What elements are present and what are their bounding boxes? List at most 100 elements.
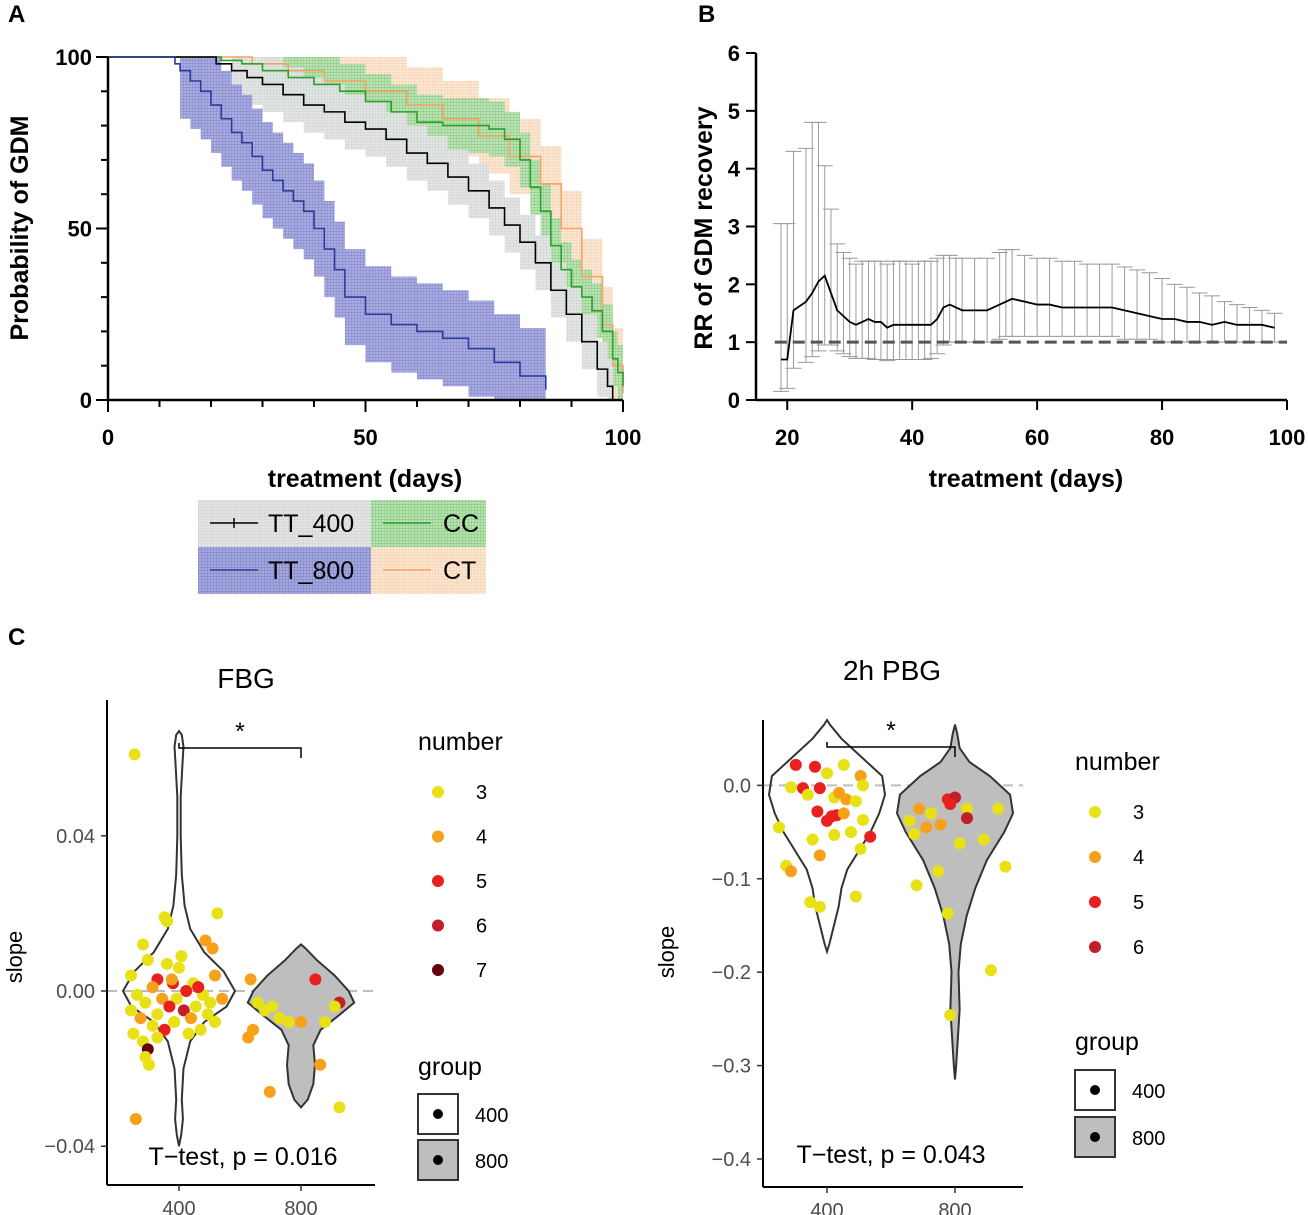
data-point (837, 807, 850, 820)
fbg-y-axis-title: slope (2, 931, 27, 984)
data-point (314, 1058, 327, 1071)
y-tick-label: −0.4 (712, 1149, 751, 1171)
km-y-tick-label: 100 (55, 45, 92, 70)
legend-label-tt800: TT_800 (268, 557, 354, 585)
rr-y-tick-label: 0 (728, 388, 740, 413)
data-point (170, 992, 183, 1005)
rr-x-tick-label: 60 (1025, 425, 1049, 450)
rr-x-tick-label: 80 (1150, 425, 1174, 450)
data-point (163, 1000, 176, 1013)
data-point (266, 1000, 279, 1013)
rr-y-tick-label: 5 (728, 99, 740, 124)
y-tick-label: −0.2 (712, 962, 751, 984)
data-point (773, 821, 785, 834)
km-line-ct (108, 56, 624, 394)
data-point (209, 969, 221, 982)
y-tick-label: 0.0 (723, 775, 751, 797)
data-point (977, 833, 990, 846)
km-band-tt_800 (108, 57, 546, 400)
rr-y-tick-label: 6 (728, 41, 740, 66)
data-point (177, 1004, 190, 1017)
legend-number-label: 3 (1133, 802, 1144, 824)
data-point (999, 860, 1012, 873)
data-point (854, 842, 867, 855)
x-tick-label: 800 (284, 1198, 317, 1215)
data-point (857, 779, 869, 792)
data-point (961, 812, 973, 825)
km-line-tt_800 (108, 56, 547, 390)
violin-800 (895, 724, 1015, 1080)
violin-400 (121, 729, 237, 1147)
data-point (283, 1016, 295, 1029)
fbg-chart: FBG slope * −0.04 0.00 0.04 400 800 T−test, p… (2, 663, 508, 1215)
km-band-cc (108, 57, 623, 400)
data-point (806, 833, 819, 846)
data-point (134, 1012, 147, 1025)
rr-line (780, 274, 1275, 361)
km-x-tick-label: 50 (353, 425, 377, 450)
data-point (185, 1012, 197, 1025)
data-point (821, 767, 833, 780)
panel-letter-a: A (8, 1, 25, 28)
data-point (920, 821, 933, 834)
legend-number-dot (1089, 896, 1101, 908)
legend-number-label: 4 (476, 827, 487, 849)
legend-number-dot (432, 830, 444, 843)
data-point (131, 988, 143, 1001)
data-point (849, 890, 862, 903)
fbg-title: FBG (217, 663, 275, 694)
data-point (837, 758, 850, 771)
legend-number-dot (1089, 851, 1101, 863)
data-point (801, 788, 814, 801)
data-point (864, 830, 877, 843)
data-point (785, 781, 797, 794)
significance-bracket (178, 743, 302, 758)
data-point (192, 981, 205, 994)
pbg-legend-group-label-400: 400 (1132, 1081, 1165, 1103)
data-point (206, 942, 219, 955)
data-point (180, 985, 193, 997)
data-point (156, 992, 169, 1005)
data-point (141, 953, 154, 966)
data-point (941, 907, 954, 920)
rr-y-tick-label: 2 (728, 272, 740, 297)
pbg-plot-area: * −0.4 −0.3 −0.2 −0.1 0.0 400 800 (712, 717, 1023, 1215)
significance-star: * (886, 717, 896, 745)
data-point (161, 915, 173, 928)
rr-x-tick-label: 100 (1269, 425, 1306, 450)
rr-y-tick-label: 3 (728, 215, 740, 240)
data-point (194, 1023, 207, 1036)
data-point (811, 805, 824, 818)
data-point (910, 879, 923, 892)
significance-bracket (826, 742, 956, 757)
km-survival-lines (108, 56, 624, 400)
data-point (204, 996, 217, 1009)
data-point (944, 798, 957, 811)
pbg-legend-group-title: group (1075, 1028, 1139, 1056)
legend-number-dot (432, 875, 444, 887)
fbg-ttest-annotation: T−test, p = 0.016 (148, 1143, 337, 1171)
data-point (828, 828, 841, 841)
data-point (199, 934, 212, 947)
pbg-legend-group-swatch-800 (1074, 1116, 1116, 1158)
data-point (168, 1016, 181, 1029)
significance-star: * (235, 718, 245, 746)
legend-number-dot (432, 786, 444, 798)
x-tick-label: 800 (938, 1200, 971, 1215)
data-point (125, 969, 137, 982)
data-point (125, 1004, 137, 1017)
data-point (908, 827, 921, 840)
fbg-legend-number-title: number (418, 728, 503, 756)
km-legend: TT_400 CC TT_800 CT (198, 500, 486, 594)
pbg-ttest-annotation: T−test, p = 0.043 (796, 1141, 985, 1169)
data-point (151, 1031, 164, 1044)
data-point (139, 996, 152, 1009)
data-point (992, 802, 1005, 815)
km-y-tick-label: 0 (80, 388, 92, 413)
data-point (161, 957, 173, 970)
y-tick-label: −0.1 (712, 869, 751, 891)
data-point (319, 1016, 331, 1029)
fbg-legend-group-title: group (418, 1053, 482, 1081)
km-axes: 0 50 100 0 50 100 (55, 45, 641, 450)
